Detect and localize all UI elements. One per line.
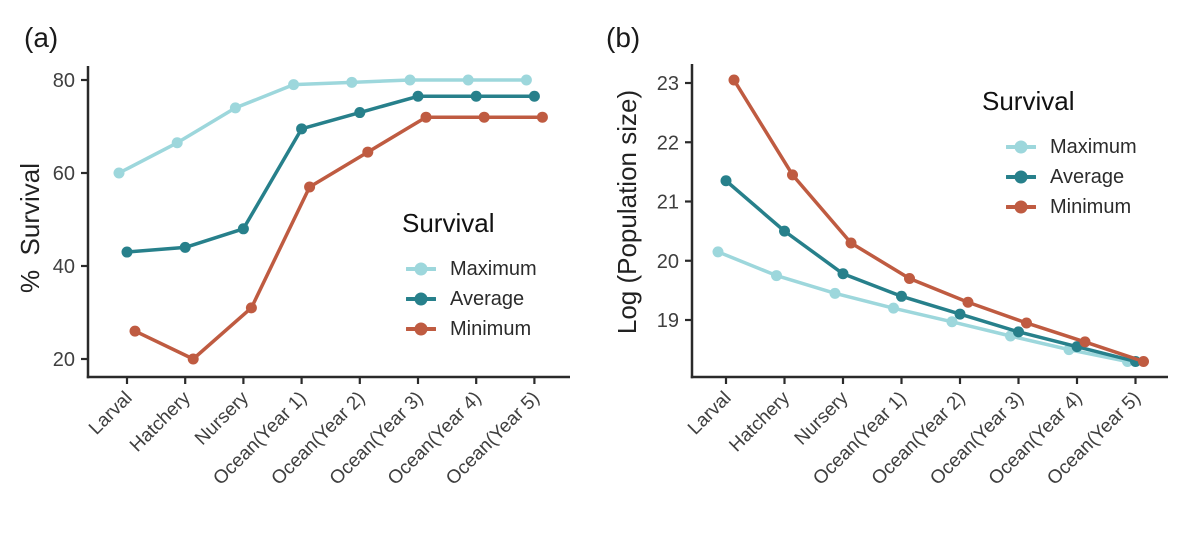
y-tick-label: 22 [657, 132, 679, 154]
y-tick-label: 40 [53, 256, 75, 278]
series-line-maximum [117, 78, 529, 175]
data-point-minimum [362, 146, 374, 158]
data-point-minimum [845, 237, 857, 249]
data-point-average [779, 225, 790, 237]
series-line-average [125, 94, 537, 254]
legend-marker-average-icon [1006, 170, 1036, 184]
x-tick-label: Hatchery [725, 387, 794, 456]
data-point-average [1013, 326, 1024, 338]
legend-item-label: Average [450, 288, 525, 310]
legend-marker-maximum-icon [1006, 140, 1036, 154]
y-axis-title-b: Log (Population size) [612, 89, 642, 335]
data-point-minimum [129, 325, 141, 337]
data-point-maximum [946, 316, 958, 328]
data-point-minimum [536, 111, 548, 123]
data-point-minimum [478, 111, 490, 123]
data-point-minimum [904, 273, 915, 285]
data-point-maximum [712, 246, 724, 258]
data-point-minimum [245, 302, 257, 314]
data-point-minimum [1079, 336, 1091, 348]
data-point-minimum [420, 111, 432, 123]
y-tick-label: 23 [657, 73, 679, 95]
y-tick-label: 20 [657, 251, 679, 273]
x-tick-label: Larval [85, 388, 136, 439]
x-tick-label: Hatchery [126, 387, 195, 456]
legend-item-average: Average [400, 284, 537, 314]
y-tick-label: 20 [53, 349, 75, 371]
data-point-maximum [346, 76, 358, 88]
data-point-average [412, 90, 424, 102]
legend-marker-minimum-icon [406, 322, 436, 336]
legend-item-minimum: Minimum [982, 192, 1137, 222]
legend-item-label: Average [1050, 166, 1125, 188]
panel-label-b: (b) [606, 22, 641, 53]
data-point-average [954, 308, 966, 320]
data-point-average [1071, 341, 1083, 353]
legend-item-average: Average [982, 162, 1137, 192]
data-point-average [237, 223, 249, 235]
legend-marker-minimum-icon [1006, 200, 1036, 214]
legend-marker-maximum-icon [406, 262, 436, 276]
legend-item-label: Minimum [1050, 196, 1132, 218]
data-point-average [837, 268, 849, 280]
data-point-maximum [171, 137, 183, 149]
data-point-average [528, 90, 540, 102]
legend-title: Survival [982, 86, 1075, 116]
series-line-minimum [732, 78, 1146, 364]
legend-b: Survival Maximum Average Minimum [982, 86, 1137, 222]
data-point-maximum [520, 74, 532, 86]
legend-title: Survival [402, 208, 495, 238]
x-tick-label: Larval [684, 388, 735, 439]
legend-a: Survival Maximum Average Minimum [400, 208, 537, 344]
data-point-average [121, 246, 133, 258]
y-tick-label: 21 [657, 192, 679, 214]
data-point-average [896, 290, 907, 302]
data-point-maximum [113, 167, 125, 179]
data-point-minimum [187, 353, 199, 365]
legend-item-label: Maximum [450, 258, 537, 280]
series-line-minimum [133, 115, 545, 361]
data-point-average [470, 90, 482, 102]
data-point-maximum [888, 302, 899, 314]
series-line-maximum [716, 250, 1130, 364]
legend-item-maximum: Maximum [982, 132, 1137, 162]
data-point-maximum [288, 79, 300, 91]
series-line-average [724, 179, 1138, 364]
legend-item-label: Maximum [1050, 136, 1137, 158]
data-point-maximum [829, 287, 841, 299]
data-point-average [179, 241, 191, 253]
y-tick-label: 80 [53, 70, 75, 92]
data-point-average [354, 107, 366, 119]
data-point-maximum [404, 74, 416, 86]
data-point-minimum [787, 169, 798, 181]
y-axis-title-a: % Survival [15, 162, 45, 294]
y-tick-label: 19 [657, 310, 679, 332]
y-tick-label: 60 [53, 163, 75, 185]
data-point-maximum [771, 270, 782, 282]
data-point-minimum [304, 181, 316, 193]
legend-marker-average-icon [406, 292, 436, 306]
legend-item-maximum: Maximum [400, 254, 537, 284]
panel-label-a: (a) [24, 22, 59, 53]
data-point-minimum [1138, 355, 1149, 367]
data-point-average [720, 175, 732, 187]
data-point-minimum [962, 296, 974, 308]
data-point-maximum [229, 102, 241, 114]
data-point-maximum [462, 74, 474, 86]
legend-item-minimum: Minimum [400, 314, 537, 344]
data-point-minimum [728, 74, 740, 86]
data-point-minimum [1021, 317, 1032, 329]
data-point-average [296, 123, 308, 135]
legend-item-label: Minimum [450, 318, 532, 340]
